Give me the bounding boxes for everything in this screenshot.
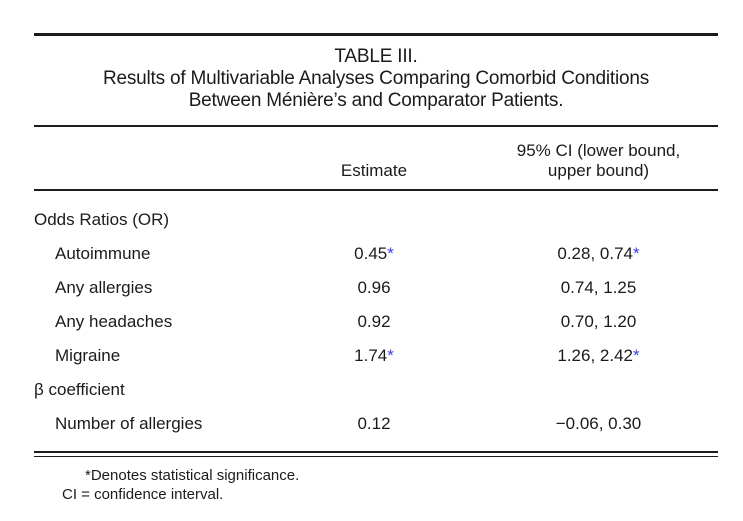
significance-asterisk: * bbox=[633, 244, 640, 263]
table-body: Odds Ratios (OR) Autoimmune 0.45* 0.28, … bbox=[34, 191, 718, 451]
section-header-label: β coefficient bbox=[34, 380, 125, 399]
col-header-ci-line1: 95% CI (lower bound, bbox=[516, 141, 681, 160]
col-header-ci: 95% CI (lower bound, upper bound) bbox=[479, 141, 718, 181]
header-rule bbox=[34, 189, 718, 191]
col-header-estimate: Estimate bbox=[340, 161, 408, 180]
bottom-double-rule bbox=[34, 451, 718, 457]
footnote-ci-definition: CI = confidence interval. bbox=[62, 486, 224, 503]
table-label: TABLE III. bbox=[334, 46, 418, 67]
column-header-row: Estimate 95% CI (lower bound, upper boun… bbox=[34, 127, 718, 189]
estimate-value: 0.92 bbox=[357, 312, 391, 331]
ci-value: 0.28, 0.74* bbox=[557, 244, 640, 263]
ci-value: 0.74, 1.25 bbox=[560, 278, 637, 297]
table-iii: TABLE III. Results of Multivariable Anal… bbox=[34, 33, 718, 504]
footnote-significance: *Denotes statistical significance. bbox=[85, 467, 300, 484]
table-row-number-of-allergies: Number of allergies 0.12 −0.06, 0.30 bbox=[34, 407, 718, 441]
top-rule bbox=[34, 33, 718, 36]
estimate-value: 0.96 bbox=[357, 278, 391, 297]
caption-rule bbox=[34, 125, 718, 127]
table-title-line2: Between Ménière’s and Comparator Patient… bbox=[188, 90, 564, 111]
table-row-any-headaches: Any headaches 0.92 0.70, 1.20 bbox=[34, 305, 718, 339]
table-title-line1: Results of Multivariable Analyses Compar… bbox=[102, 68, 650, 89]
section-header-beta-coefficient: β coefficient bbox=[34, 373, 718, 407]
section-header-label: Odds Ratios (OR) bbox=[34, 210, 170, 229]
table-row-autoimmune: Autoimmune 0.45* 0.28, 0.74* bbox=[34, 237, 718, 271]
col-header-ci-line2: upper bound) bbox=[547, 161, 650, 180]
row-label: Any allergies bbox=[55, 278, 153, 297]
row-label: Number of allergies bbox=[55, 414, 203, 433]
row-label: Any headaches bbox=[55, 312, 173, 331]
significance-asterisk: * bbox=[387, 346, 394, 365]
estimate-value: 0.12 bbox=[357, 414, 391, 433]
table-row-migraine: Migraine 1.74* 1.26, 2.42* bbox=[34, 339, 718, 373]
row-label: Migraine bbox=[55, 346, 121, 365]
table-caption: TABLE III. Results of Multivariable Anal… bbox=[34, 36, 718, 125]
footnotes: *Denotes statistical significance. CI = … bbox=[62, 466, 718, 504]
row-label: Autoimmune bbox=[55, 244, 151, 263]
estimate-value: 1.74* bbox=[354, 346, 394, 365]
significance-asterisk: * bbox=[387, 244, 394, 263]
table-row-any-allergies: Any allergies 0.96 0.74, 1.25 bbox=[34, 271, 718, 305]
ci-value: 1.26, 2.42* bbox=[557, 346, 640, 365]
significance-asterisk: * bbox=[633, 346, 640, 365]
ci-value: −0.06, 0.30 bbox=[555, 414, 642, 433]
estimate-value: 0.45* bbox=[354, 244, 394, 263]
section-header-odds-ratios: Odds Ratios (OR) bbox=[34, 203, 718, 237]
ci-value: 0.70, 1.20 bbox=[560, 312, 637, 331]
